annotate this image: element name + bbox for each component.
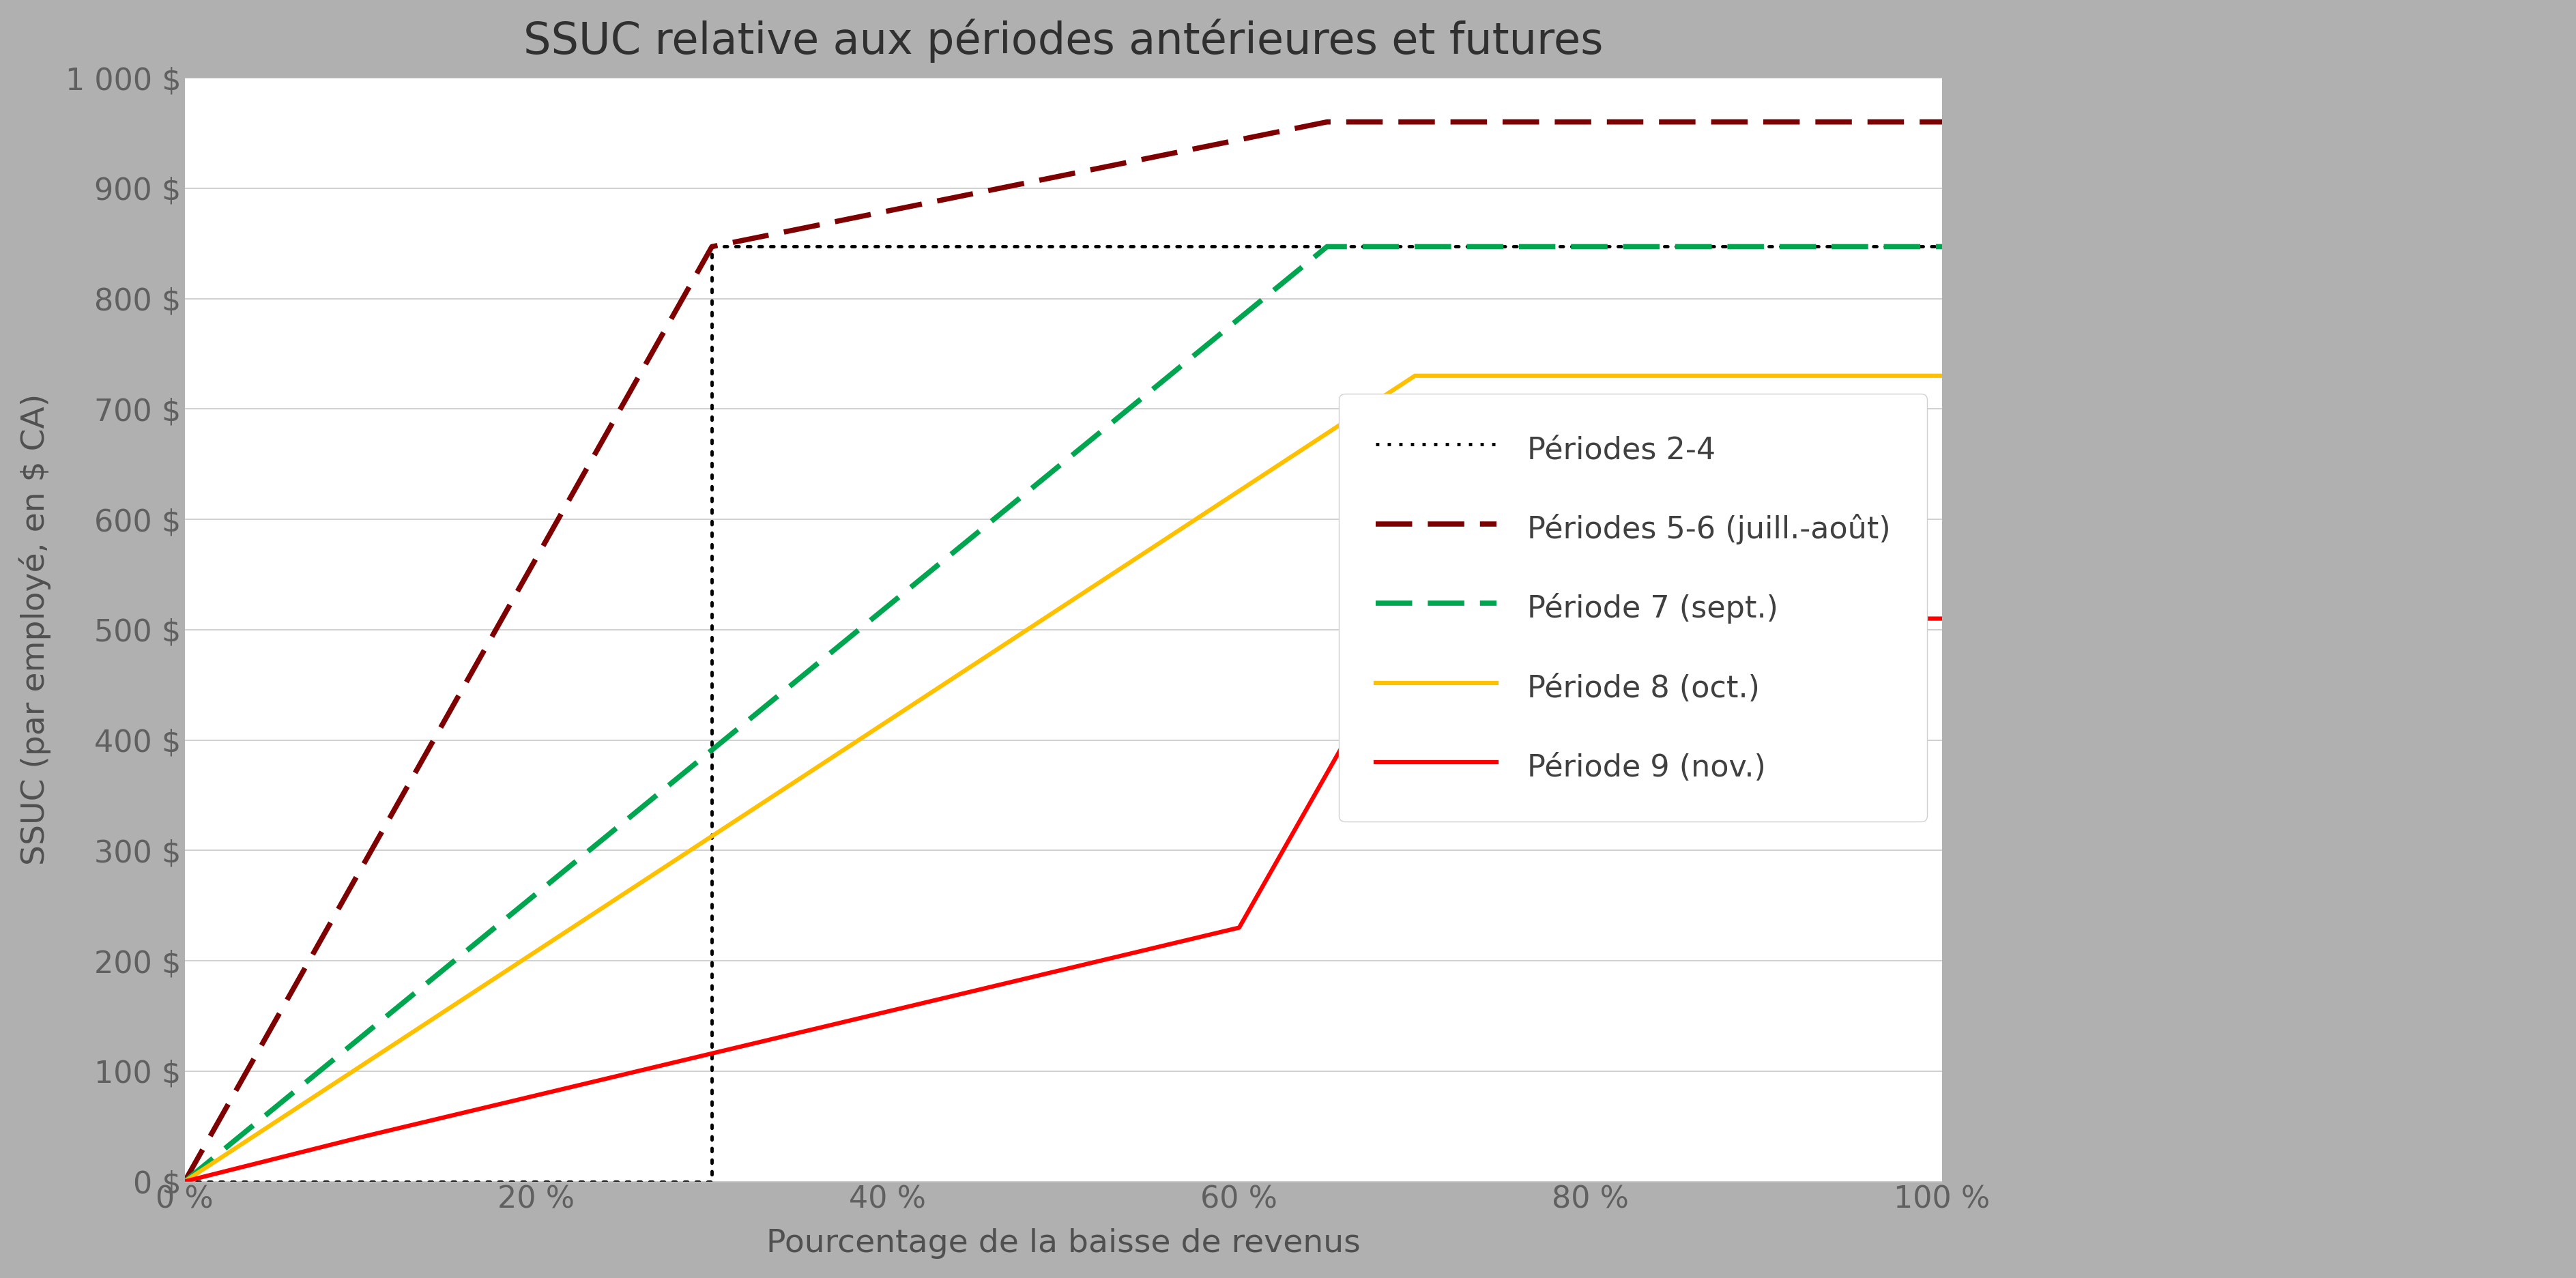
Line: Période 7 (sept.): Période 7 (sept.) bbox=[185, 247, 1942, 1181]
Périodes 2-4 bbox=[696, 239, 726, 254]
Périodes 5-6 (juill.-août) bbox=[696, 239, 726, 254]
X-axis label: Pourcentage de la baisse de revenus: Pourcentage de la baisse de revenus bbox=[765, 1228, 1360, 1259]
Périodes 2-4 bbox=[170, 1173, 201, 1189]
Line: Périodes 2-4: Périodes 2-4 bbox=[185, 247, 1942, 1181]
Périodes 5-6 (juill.-août) bbox=[170, 1173, 201, 1189]
Période 8 (oct.) bbox=[1927, 368, 1958, 383]
Période 9 (nov.) bbox=[345, 1130, 376, 1145]
Line: Périodes 5-6 (juill.-août): Périodes 5-6 (juill.-août) bbox=[185, 121, 1942, 1181]
Période 9 (nov.) bbox=[170, 1173, 201, 1189]
Période 9 (nov.) bbox=[1399, 611, 1430, 626]
Période 9 (nov.) bbox=[1224, 920, 1255, 935]
Période 8 (oct.) bbox=[1399, 368, 1430, 383]
Période 7 (sept.) bbox=[1311, 239, 1342, 254]
Période 7 (sept.) bbox=[170, 1173, 201, 1189]
Y-axis label: SSUC (par employé, en $ CA): SSUC (par employé, en $ CA) bbox=[18, 394, 52, 865]
Période 7 (sept.) bbox=[1927, 239, 1958, 254]
Période 9 (nov.) bbox=[1927, 611, 1958, 626]
Périodes 2-4 bbox=[1927, 239, 1958, 254]
Périodes 5-6 (juill.-août) bbox=[1311, 114, 1342, 129]
Périodes 2-4 bbox=[696, 1173, 726, 1189]
Line: Période 9 (nov.): Période 9 (nov.) bbox=[185, 619, 1942, 1181]
Title: SSUC relative aux périodes antérieures et futures: SSUC relative aux périodes antérieures e… bbox=[523, 19, 1602, 63]
Périodes 5-6 (juill.-août) bbox=[1927, 114, 1958, 129]
Période 8 (oct.) bbox=[170, 1173, 201, 1189]
Line: Période 8 (oct.): Période 8 (oct.) bbox=[185, 376, 1942, 1181]
Legend: Périodes 2-4, Périodes 5-6 (juill.-août), Période 7 (sept.), Période 8 (oct.), P: Périodes 2-4, Périodes 5-6 (juill.-août)… bbox=[1340, 394, 1927, 822]
